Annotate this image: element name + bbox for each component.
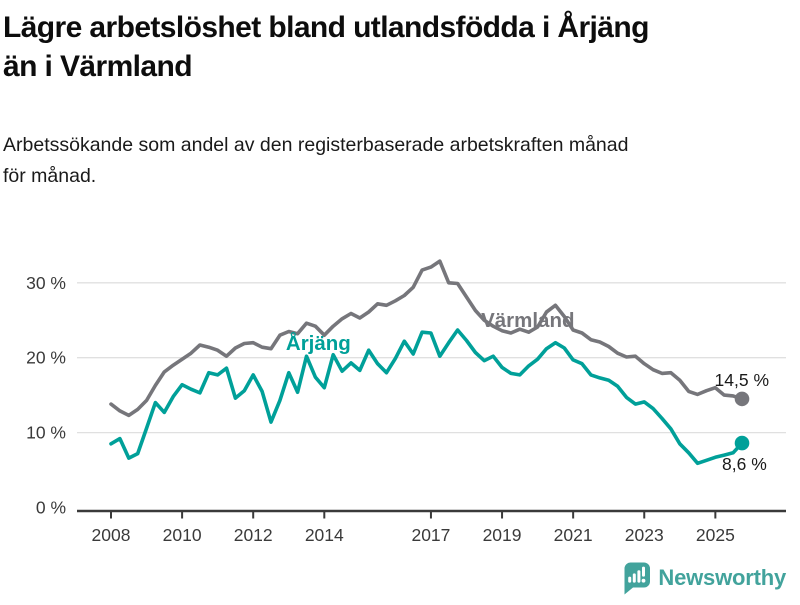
x-tick-label: 2021	[554, 525, 593, 545]
y-tick-label: 0 %	[36, 498, 66, 518]
y-tick-label: 10 %	[26, 423, 66, 443]
x-tick-label: 2014	[305, 525, 344, 545]
chart-subtitle-line2: för månad.	[3, 165, 97, 187]
x-tick-label: 2023	[625, 525, 664, 545]
series-inline-label-varmland: Värmland	[481, 309, 574, 332]
x-tick-label: 2012	[234, 525, 273, 545]
series-end-value-label-arjang: 8,6 %	[722, 454, 767, 474]
chart-subtitle: Arbetssökande som andel av den registerb…	[3, 130, 797, 192]
newsworthy-logo-icon	[624, 561, 651, 594]
x-tick-label: 2019	[483, 525, 522, 545]
x-tick-label: 2010	[163, 525, 202, 545]
series-end-dot-varmland	[734, 391, 750, 407]
x-tick-label: 2017	[411, 525, 450, 545]
newsworthy-logo-text: Newsworthy	[658, 565, 786, 590]
page-title-line2: än i Värmland	[3, 50, 193, 83]
chart-subtitle-line1: Arbetssökande som andel av den registerb…	[3, 134, 629, 156]
series-end-value-label-varmland: 14,5 %	[715, 370, 769, 390]
logo-bar-chart-glyph	[628, 566, 646, 583]
newsworthy-logo: Newsworthy	[620, 561, 786, 594]
series-inline-label-arjang: Årjäng	[286, 331, 351, 355]
y-tick-label: 30 %	[26, 273, 66, 293]
y-tick-label: 20 %	[26, 348, 66, 368]
x-tick-label: 2008	[92, 525, 131, 545]
page-title-line1: Lägre arbetslöshet bland utlandsfödda i …	[3, 11, 649, 44]
series-end-dot-arjang	[734, 435, 750, 451]
series-line-arjang	[109, 328, 744, 466]
x-tick-label: 2025	[696, 525, 735, 545]
series-line-varmland	[109, 259, 744, 418]
chart-header: Lägre arbetslöshet bland utlandsfödda i …	[3, 8, 797, 86]
